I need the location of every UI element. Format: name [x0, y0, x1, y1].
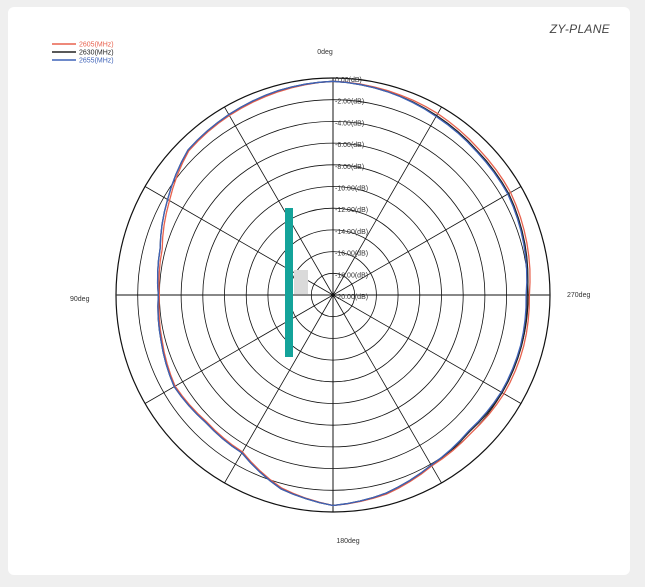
radial-tick-label: -2.00(dB) — [335, 99, 364, 106]
legend-label: 2605(MHz) — [79, 42, 114, 49]
radial-tick-label: -4.00(dB) — [335, 120, 364, 127]
angle-label-right: 270deg — [567, 292, 590, 299]
radial-tick-label: -18.00(dB) — [335, 272, 368, 279]
polar-grid — [115, 77, 551, 513]
grid-spoke — [332, 106, 442, 296]
angle-label-left: 90deg — [70, 296, 90, 303]
legend-label: 2655(MHz) — [79, 58, 114, 65]
radial-tick-label: 0.00(dB) — [335, 77, 362, 84]
angle-labels: 0deg 90deg 270deg 180deg — [70, 49, 590, 545]
antenna-element — [285, 208, 293, 357]
radial-tick-label: -6.00(dB) — [335, 142, 364, 149]
radial-tick-labels: 0.00(dB) -2.00(dB) -4.00(dB) -6.00(dB) -8.00… — [335, 77, 368, 301]
legend: 2605(MHz)2630(MHz)2655(MHz) — [52, 42, 114, 65]
radial-tick-label: -14.00(dB) — [335, 229, 368, 236]
antenna-marker — [285, 208, 308, 357]
grid-spoke — [224, 106, 334, 296]
radial-tick-label: -20.00(dB) — [335, 294, 368, 301]
series-line — [156, 80, 528, 507]
radial-tick-label: -16.00(dB) — [335, 251, 368, 258]
angle-label-top: 0deg — [317, 49, 333, 56]
plane-label: ZY-PLANE — [549, 22, 610, 36]
radial-tick-label: -10.00(dB) — [335, 186, 368, 193]
antenna-patch — [294, 270, 308, 294]
grid-spoke — [332, 294, 522, 404]
grid-spoke — [144, 294, 334, 404]
series-lines — [156, 80, 531, 507]
legend-label: 2630(MHz) — [79, 50, 114, 57]
angle-label-bottom: 180deg — [336, 538, 359, 545]
radial-tick-label: -12.00(dB) — [335, 207, 368, 214]
grid-spoke — [332, 294, 442, 484]
radial-tick-label: -8.00(dB) — [335, 164, 364, 171]
grid-spoke — [332, 186, 522, 296]
grid-spoke — [224, 294, 334, 484]
